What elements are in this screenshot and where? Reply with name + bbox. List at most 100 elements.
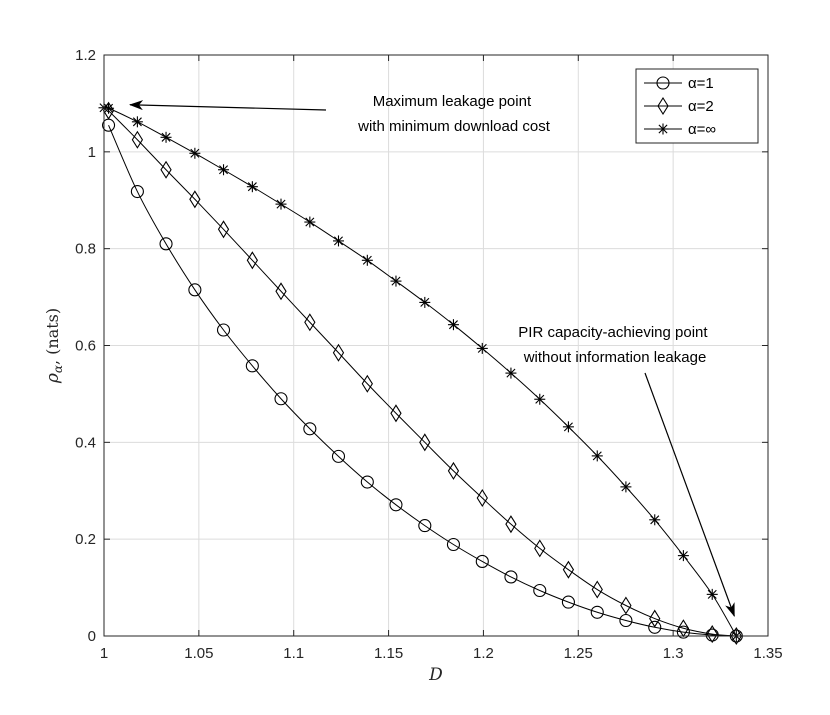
data-point	[217, 220, 230, 239]
data-point	[418, 519, 432, 533]
legend-label: α=2	[688, 98, 714, 115]
data-point	[534, 539, 546, 558]
x-axis-label: D	[428, 665, 443, 685]
legend-entry: α=1	[644, 75, 714, 92]
y-tick-label: 0.6	[75, 338, 96, 355]
x-tick-label: 1.25	[564, 645, 593, 662]
y-tick-label: 0.8	[75, 241, 96, 258]
series-star	[98, 102, 742, 642]
annotation-pir-capacity-line-2: without information leakage	[523, 349, 707, 366]
data-point	[591, 580, 603, 599]
series-layer	[98, 101, 743, 646]
data-point	[361, 374, 373, 393]
data-point	[677, 550, 689, 562]
legend-marker	[657, 123, 669, 135]
series-line	[108, 125, 737, 637]
data-point	[246, 251, 259, 270]
data-point	[245, 359, 259, 373]
data-point	[216, 323, 231, 337]
data-point	[160, 131, 172, 143]
annotation-pir-capacity-line-1: PIR capacity-achieving point	[518, 324, 708, 341]
data-point	[390, 275, 402, 287]
x-tick-label: 1.1	[283, 645, 304, 662]
data-point	[332, 235, 344, 247]
data-point	[475, 554, 489, 568]
data-point	[706, 588, 718, 600]
x-tick-label: 1.35	[753, 645, 782, 662]
legend-marker	[656, 76, 670, 90]
data-point	[591, 450, 603, 462]
legend-label: α=1	[688, 75, 714, 92]
data-point	[561, 595, 575, 609]
data-point	[446, 537, 461, 552]
data-point	[476, 488, 488, 508]
x-tick-label: 1.05	[184, 645, 213, 662]
data-point	[504, 570, 518, 584]
data-point	[159, 237, 173, 251]
y-tick-label: 0	[88, 628, 96, 645]
y-axis-label: ρα, (nats)	[43, 308, 65, 384]
data-point	[361, 254, 373, 266]
data-point	[304, 313, 316, 332]
grid	[104, 55, 768, 636]
data-point	[533, 583, 547, 598]
series-diamond	[102, 101, 742, 646]
data-point	[218, 164, 230, 176]
data-point	[189, 147, 201, 159]
data-point	[706, 625, 718, 644]
data-point	[160, 160, 172, 179]
data-point	[676, 625, 690, 639]
legend-label: α=∞	[688, 121, 716, 138]
annotation-max-leakage-line-2: with minimum download cost	[357, 118, 551, 135]
y-axis-label-symbol: ρ	[43, 373, 63, 384]
data-point	[246, 181, 258, 193]
annotation-max-leakage-line-1: Maximum leakage point	[373, 93, 532, 110]
data-point	[188, 283, 202, 297]
data-point	[274, 392, 288, 406]
data-point	[590, 605, 604, 619]
y-tick-label: 0.2	[75, 531, 96, 548]
data-point	[649, 514, 661, 526]
x-tick-label: 1.2	[473, 645, 494, 662]
data-point	[419, 296, 431, 308]
y-tick-label: 1.2	[75, 47, 96, 64]
data-point	[562, 421, 574, 433]
data-point	[275, 282, 287, 301]
data-point	[620, 481, 632, 493]
data-point	[331, 449, 346, 463]
data-point	[275, 198, 287, 210]
data-point	[131, 130, 144, 149]
data-point	[389, 498, 403, 512]
annotations: Maximum leakage point with minimum downl…	[129, 93, 735, 617]
y-axis-label-unit: , (nats)	[43, 308, 62, 365]
y-tick-label: 1	[88, 144, 96, 161]
data-point	[419, 433, 431, 452]
data-point	[476, 342, 488, 354]
annotation-arrow-pir-capacity	[644, 372, 735, 617]
data-point	[189, 190, 201, 209]
annotation-arrow-max-leakage	[129, 100, 327, 111]
data-point	[447, 461, 460, 480]
data-point	[131, 116, 143, 128]
legend: α=1 α=2 α=∞	[635, 68, 759, 144]
data-point	[103, 102, 115, 114]
data-point	[648, 620, 662, 634]
annotation-max-leakage: Maximum leakage point with minimum downl…	[357, 93, 551, 135]
data-point	[505, 515, 517, 534]
y-tick-label: 0.4	[75, 434, 96, 451]
data-point	[447, 319, 459, 331]
data-point	[390, 404, 402, 423]
legend-entry: α=∞	[644, 121, 716, 138]
data-point	[130, 184, 144, 199]
x-tick-label: 1.3	[663, 645, 684, 662]
data-point	[534, 393, 546, 405]
data-point	[620, 596, 632, 615]
ticks: 1 1.05 1.1 1.15 1.2 1.25 1.3 1.35 0 0.2 0.4 0.6 0.8 1…	[75, 47, 782, 662]
data-point	[303, 422, 317, 436]
x-tick-label: 1	[100, 645, 108, 662]
series-circle	[102, 118, 743, 643]
data-point	[649, 609, 661, 628]
data-point	[304, 216, 316, 228]
series-line	[108, 110, 737, 637]
